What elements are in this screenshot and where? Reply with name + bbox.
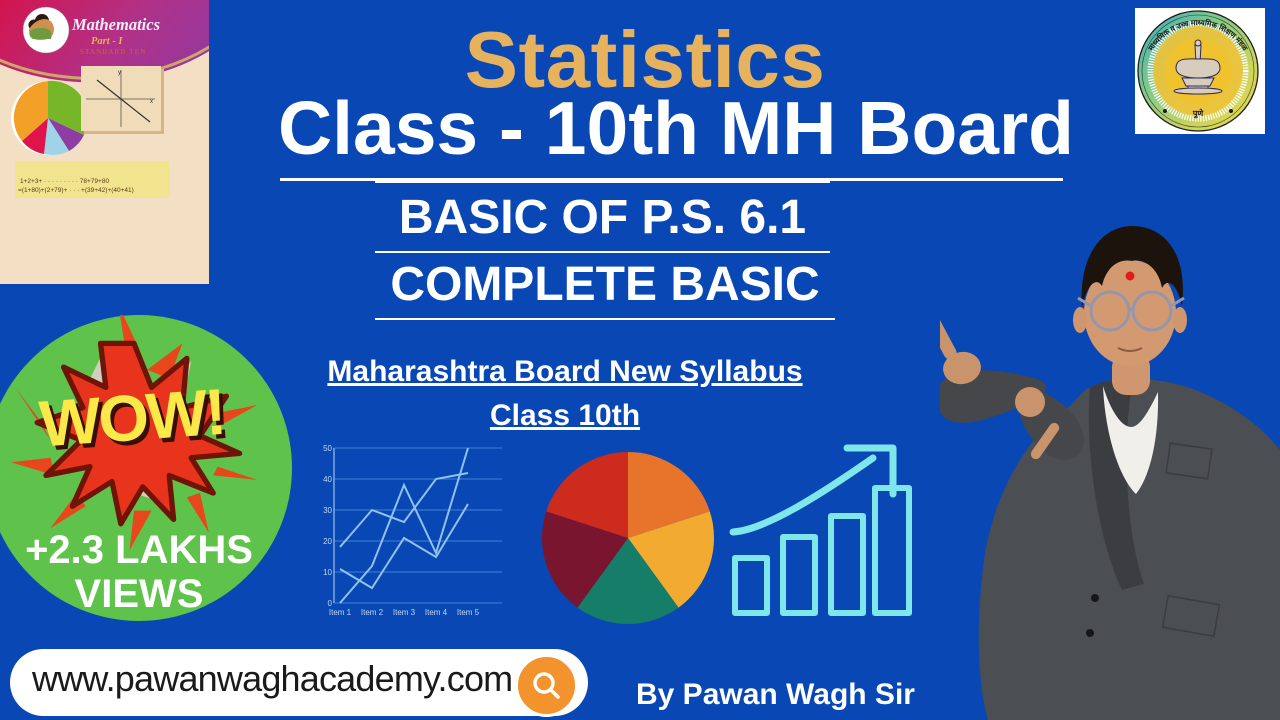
svg-text:Part - I: Part - I bbox=[91, 36, 123, 47]
svg-text:0: 0 bbox=[328, 599, 333, 608]
svg-text:20: 20 bbox=[323, 537, 332, 546]
svg-text:Item 5: Item 5 bbox=[457, 608, 480, 617]
svg-text:Mathematics: Mathematics bbox=[71, 15, 160, 34]
svg-text:Item 1: Item 1 bbox=[329, 608, 352, 617]
svg-text:1+2+3+ · · · · · · · · · 78+79: 1+2+3+ · · · · · · · · · 78+79+80 bbox=[20, 178, 109, 185]
svg-text:Item 4: Item 4 bbox=[425, 608, 448, 617]
svg-text:Item 2: Item 2 bbox=[361, 608, 384, 617]
svg-text:30: 30 bbox=[323, 506, 332, 515]
svg-text:STANDARD TEN: STANDARD TEN bbox=[80, 48, 146, 56]
svg-text:x: x bbox=[150, 99, 153, 105]
svg-text:50: 50 bbox=[323, 444, 332, 453]
svg-text:+2.3 LAKHS: +2.3 LAKHS bbox=[25, 528, 253, 572]
svg-text:40: 40 bbox=[323, 475, 332, 484]
svg-text:10: 10 bbox=[323, 568, 332, 577]
svg-text:VIEWS: VIEWS bbox=[75, 572, 204, 616]
svg-text:Item 3: Item 3 bbox=[393, 608, 416, 617]
svg-text:y: y bbox=[118, 70, 121, 76]
svg-text:WOW!: WOW! bbox=[37, 375, 226, 461]
svg-text:=(1+80)+(2+79)+ · · · +(39+42): =(1+80)+(2+79)+ · · · +(39+42)+(40+41) bbox=[18, 187, 134, 194]
svg-text:पुणे: पुणे bbox=[1192, 108, 1205, 119]
